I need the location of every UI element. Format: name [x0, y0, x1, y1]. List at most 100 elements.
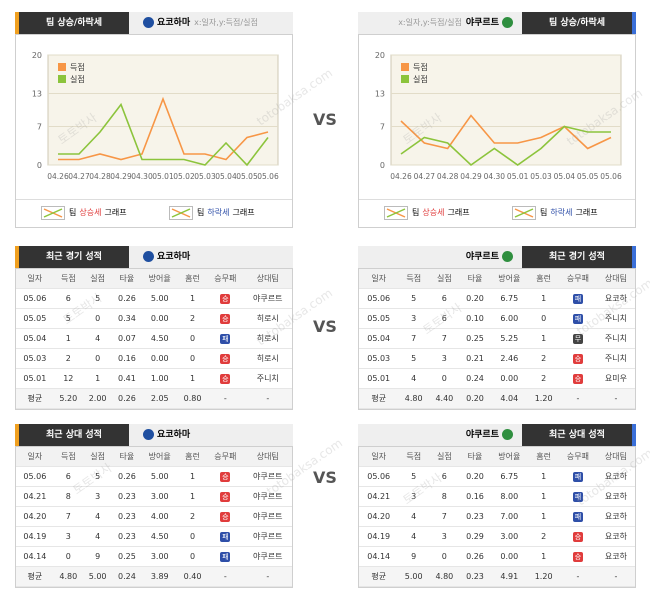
table-cell: 5 — [82, 466, 113, 487]
table-cell: 5 — [398, 466, 430, 487]
section-header: 최근 상대 성적 요코하마 — [15, 424, 293, 446]
table-cell: 5.00 — [141, 466, 178, 487]
section-title: 팀 상승/하락세 — [15, 12, 129, 34]
x-tick-label: 04.27 — [414, 172, 436, 181]
stats-table: 일자 득점 실점 타율 방어율 홈런 승무패 상대팀 05.06 5 6 0.20 6.75 1 패 요코하 0… — [359, 269, 635, 409]
table-cell: 0.26 — [459, 546, 491, 567]
table-cell: 5 — [398, 288, 430, 309]
avg-cell: 0.40 — [177, 566, 208, 587]
avg-cell: 4.91 — [490, 566, 529, 587]
table-cell: 6.00 — [490, 308, 529, 329]
legend-swatch — [58, 75, 66, 83]
avg-label: 평균 — [16, 566, 54, 587]
x-tick-label: 05.06 — [600, 172, 622, 181]
table-cell: 05.04 — [359, 328, 399, 349]
result-icon: 패 — [572, 313, 583, 324]
legend-text: 그래프 — [575, 208, 598, 217]
table-cell: 05.06 — [359, 466, 399, 487]
table-cell: 0.00 — [141, 308, 178, 329]
result-cell: 승 — [207, 308, 244, 329]
avg-cell: 4.80 — [53, 566, 83, 587]
legend-text: 팀 — [412, 208, 420, 217]
table-cell: 0.26 — [112, 288, 142, 309]
avg-cell: 1.20 — [528, 388, 559, 409]
avg-label: 평균 — [359, 566, 399, 587]
table-cell: 0.00 — [490, 368, 529, 389]
header-row: 일자 득점 실점 타율 방어율 홈런 승무패 상대팀 — [16, 269, 292, 289]
table-cell: 6 — [53, 466, 83, 487]
table-cell: 0.20 — [459, 288, 491, 309]
result-icon: 승 — [220, 373, 231, 384]
average-row: 평균 4.80 4.40 0.20 4.04 1.20- - — [359, 388, 635, 409]
table-cell: 12 — [53, 368, 83, 389]
table-cell: 0.07 — [112, 328, 142, 349]
column-header: 승무패 — [558, 447, 597, 467]
table-row: 05.06 5 6 0.20 6.75 1 패 요코하 — [359, 288, 635, 309]
table-cell: 주니치 — [596, 348, 635, 369]
table-cell: 3 — [53, 526, 83, 547]
table-cell: 1 — [177, 288, 208, 309]
table-cell: 05.06 — [359, 288, 399, 309]
header-row: 일자 득점 실점 타율 방어율 홈런 승무패 상대팀 — [359, 269, 635, 289]
column-header: 상대팀 — [243, 269, 292, 289]
result-icon: 패 — [220, 531, 231, 542]
table-cell: 히로시 — [243, 348, 292, 369]
axis-note: x:일자,y:득점/실점 — [194, 18, 258, 27]
table-cell: 04.14 — [16, 546, 54, 567]
table-cell: 04.21 — [16, 486, 54, 507]
table-cell: 0.23 — [112, 486, 142, 507]
avg-label: 평균 — [16, 388, 54, 409]
result-cell: 승 — [558, 526, 597, 547]
table-cell: 0.10 — [459, 308, 491, 329]
result-cell: 승 — [558, 546, 597, 567]
result-cell: 승 — [207, 368, 244, 389]
x-tick-label: 05.03 — [194, 172, 216, 181]
avg-cell: - — [558, 388, 597, 409]
table-cell: 요코하 — [596, 506, 635, 527]
series-line — [400, 114, 612, 150]
x-tick-label: 04.30 — [484, 172, 506, 181]
table-cell: 6.75 — [490, 288, 529, 309]
result-icon: 승 — [220, 293, 231, 304]
table-cell: 1 — [528, 486, 559, 507]
avg-cell: - — [596, 388, 635, 409]
section-header: 팀 상승/하락세 요코하마 x:일자,y:득점/실점 — [15, 12, 293, 34]
column-header: 승무패 — [558, 269, 597, 289]
table-cell: 야쿠르트 — [243, 506, 292, 527]
y-tick-label: 7 — [37, 123, 42, 132]
table-cell: 8.00 — [490, 486, 529, 507]
table-cell: 1 — [528, 506, 559, 527]
table-cell: 1 — [177, 368, 208, 389]
column-header: 상대팀 — [596, 269, 635, 289]
table-cell: 0.26 — [112, 466, 142, 487]
team-logo — [502, 429, 513, 440]
table-row: 04.19 4 3 0.29 3.00 2 승 요코하 — [359, 526, 635, 547]
table-cell: 1 — [177, 466, 208, 487]
x-tick-label: 04.29 — [110, 172, 132, 181]
column-header: 득점 — [53, 447, 83, 467]
header-row: 일자 득점 실점 타율 방어율 홈런 승무패 상대팀 — [16, 447, 292, 467]
y-tick-label: 20 — [32, 51, 42, 60]
legend-label: 득점 — [70, 62, 85, 72]
column-header: 방어율 — [141, 269, 178, 289]
x-tick-label: 04.26 — [390, 172, 412, 181]
table-cell: 9 — [82, 546, 113, 567]
x-tick-label: 04.27 — [68, 172, 90, 181]
icon-line — [386, 207, 406, 218]
table-cell: 7 — [53, 506, 83, 527]
legend-icon — [512, 205, 536, 220]
team-info: 요코하마 — [140, 424, 190, 446]
table-row: 05.01 12 1 0.41 1.00 1 승 주니치 — [16, 368, 292, 389]
table-cell: 3 — [429, 526, 460, 547]
column-header: 득점 — [398, 269, 430, 289]
table-cell: 3 — [398, 486, 430, 507]
table-row: 04.20 4 7 0.23 7.00 1 패 요코하 — [359, 506, 635, 527]
column-header: 타율 — [112, 447, 142, 467]
series-line — [58, 96, 269, 161]
legend-swatch — [401, 63, 409, 71]
column-header: 일자 — [16, 269, 54, 289]
average-row: 평균 4.80 5.00 0.24 3.89 0.40- - — [16, 566, 292, 587]
column-header: 실점 — [429, 269, 460, 289]
table-cell: 05.01 — [359, 368, 399, 389]
